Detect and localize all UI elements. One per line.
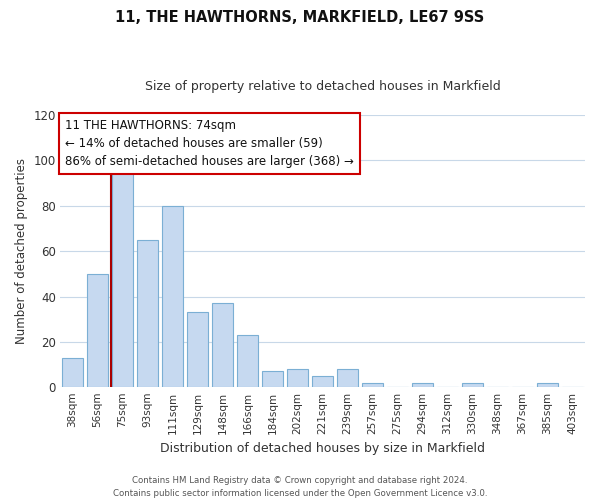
Bar <box>262 372 283 388</box>
Bar <box>187 312 208 388</box>
X-axis label: Distribution of detached houses by size in Markfield: Distribution of detached houses by size … <box>160 442 485 455</box>
Y-axis label: Number of detached properties: Number of detached properties <box>15 158 28 344</box>
Text: 11 THE HAWTHORNS: 74sqm
← 14% of detached houses are smaller (59)
86% of semi-de: 11 THE HAWTHORNS: 74sqm ← 14% of detache… <box>65 119 354 168</box>
Bar <box>62 358 83 388</box>
Title: Size of property relative to detached houses in Markfield: Size of property relative to detached ho… <box>145 80 500 93</box>
Bar <box>87 274 108 388</box>
Text: 11, THE HAWTHORNS, MARKFIELD, LE67 9SS: 11, THE HAWTHORNS, MARKFIELD, LE67 9SS <box>115 10 485 25</box>
Bar <box>312 376 333 388</box>
Bar <box>412 383 433 388</box>
Bar <box>162 206 183 388</box>
Bar <box>462 383 483 388</box>
Bar <box>287 369 308 388</box>
Bar <box>112 165 133 388</box>
Text: Contains HM Land Registry data © Crown copyright and database right 2024.
Contai: Contains HM Land Registry data © Crown c… <box>113 476 487 498</box>
Bar <box>337 369 358 388</box>
Bar <box>537 383 558 388</box>
Bar <box>137 240 158 388</box>
Bar <box>362 383 383 388</box>
Bar <box>237 335 258 388</box>
Bar <box>212 304 233 388</box>
